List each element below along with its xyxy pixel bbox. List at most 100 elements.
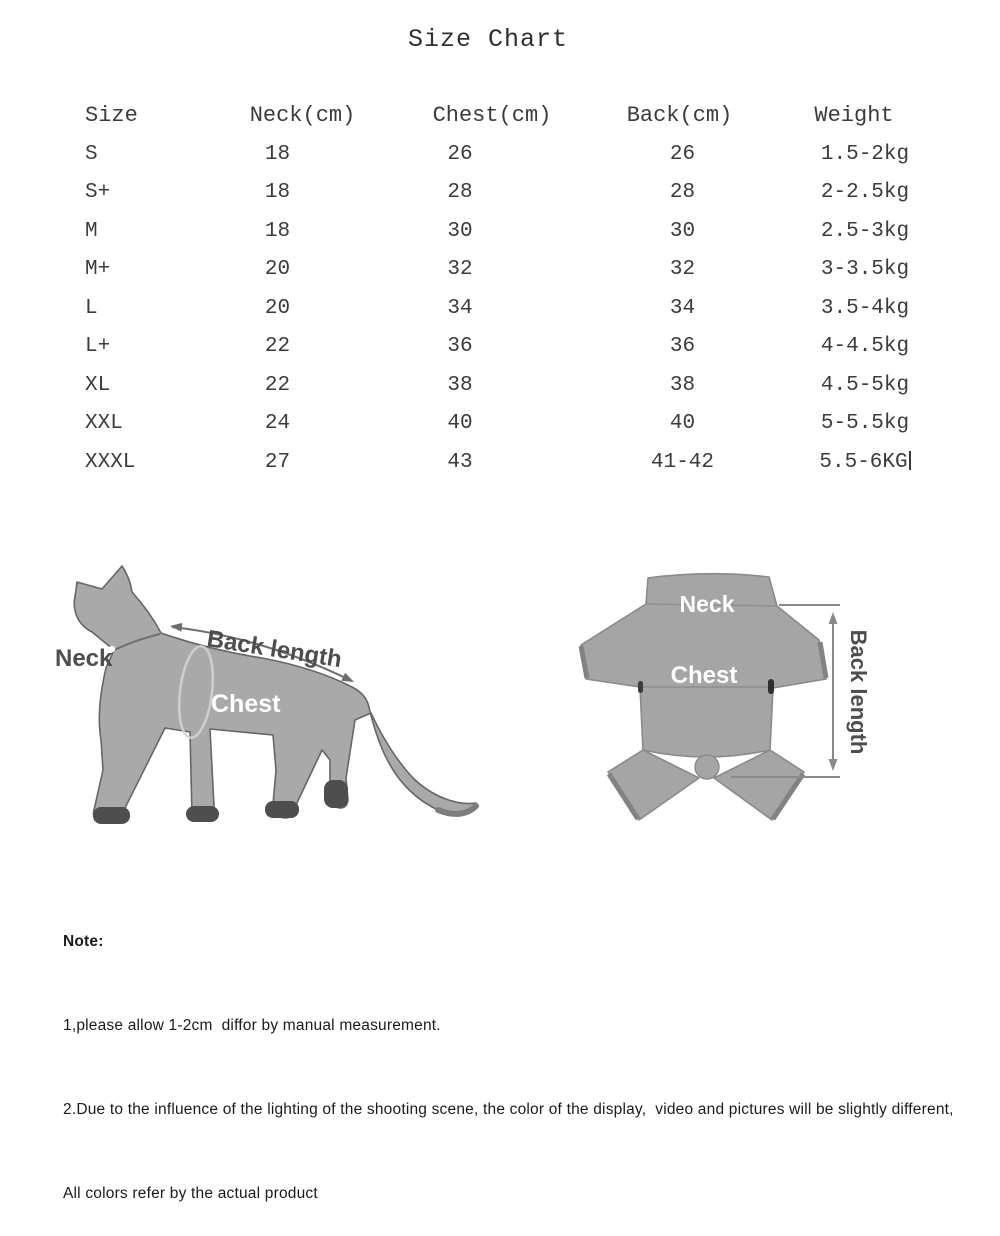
garment-cuff-left-leg bbox=[606, 772, 641, 821]
arrowhead-up-icon bbox=[828, 612, 838, 624]
cell-size: L+ bbox=[85, 335, 111, 359]
header-back: Back(cm) bbox=[626, 103, 733, 128]
cell-weight: 5.5-6KG bbox=[790, 450, 940, 474]
cell-chest: 28 bbox=[447, 181, 473, 205]
cat-back-length-arrow bbox=[171, 626, 353, 682]
cell-neck: 18 bbox=[264, 142, 291, 166]
cell-size: XXL bbox=[85, 412, 123, 436]
cell-weight: 3-3.5kg bbox=[820, 258, 910, 282]
arrowhead-right-icon bbox=[341, 672, 354, 682]
note-section: Note: 1,please allow 1-2cm diffor by man… bbox=[63, 872, 993, 1236]
cell-weight-text: 5.5-6KG bbox=[819, 450, 908, 474]
cell-chest: 40 bbox=[447, 412, 473, 436]
cell-back: 34 bbox=[669, 296, 696, 320]
cell-weight: 4-4.5kg bbox=[820, 335, 910, 359]
cat-chest-girth-ellipse bbox=[177, 645, 215, 739]
cell-chest: 30 bbox=[447, 219, 473, 243]
garment-cuff-left-sleeve bbox=[578, 645, 590, 679]
cell-size: S+ bbox=[85, 181, 111, 205]
garment-collar-seam bbox=[645, 603, 778, 607]
table-row: L 20 34 34 3.5-4kg bbox=[60, 289, 940, 328]
cell-weight: 5-5.5kg bbox=[820, 412, 910, 436]
cell-chest: 32 bbox=[447, 258, 473, 282]
note-line: 1,please allow 1-2cm diffor by manual me… bbox=[63, 1017, 441, 1034]
garment-crotch-notch bbox=[694, 754, 720, 780]
cat-paw-hind-far bbox=[324, 780, 348, 808]
size-chart-page: { "title": "Size Chart", "table": { "hea… bbox=[55, 25, 954, 1202]
cell-back: 38 bbox=[669, 373, 696, 397]
garment-cuff-right-sleeve bbox=[817, 641, 829, 679]
cell-back: 32 bbox=[669, 258, 696, 282]
note-line: 2.Due to the influence of the lighting o… bbox=[63, 1101, 954, 1118]
cell-chest: 43 bbox=[447, 450, 473, 474]
table-row: M 18 30 30 2.5-3kg bbox=[60, 212, 940, 251]
cell-back: 28 bbox=[669, 181, 696, 205]
cat-paw-front-far bbox=[186, 806, 219, 822]
measurement-diagrams: Neck Back length Chest Neck Chest Back l bbox=[55, 565, 871, 824]
garment-right-leg bbox=[713, 749, 805, 821]
header-size: Size bbox=[85, 103, 138, 128]
cat-paw-hind-near bbox=[265, 801, 299, 818]
cell-size: XXXL bbox=[85, 450, 136, 474]
cell-chest: 36 bbox=[447, 335, 473, 359]
cell-chest: 38 bbox=[447, 373, 473, 397]
cell-back: 40 bbox=[669, 412, 696, 436]
cell-neck: 18 bbox=[264, 181, 291, 205]
garment-chest-dot-right bbox=[768, 679, 774, 694]
cat-paw-front-near bbox=[93, 807, 130, 824]
table-row: M+ 20 32 32 3-3.5kg bbox=[60, 251, 940, 290]
garment-neck-label: Neck bbox=[680, 591, 735, 617]
header-weight: Weight bbox=[814, 103, 894, 128]
cat-tail-tip bbox=[435, 803, 479, 817]
cell-neck: 24 bbox=[264, 412, 291, 436]
cat-measurement-diagram: Neck Back length Chest bbox=[55, 565, 479, 824]
cat-neck-measure-line bbox=[111, 633, 161, 652]
garment-measurement-diagram: Neck Chest Back length bbox=[578, 572, 871, 821]
header-neck: Neck(cm) bbox=[249, 103, 356, 128]
cell-back: 30 bbox=[669, 219, 696, 243]
table-row: XL 22 38 38 4.5-5kg bbox=[60, 366, 940, 405]
table-row: L+ 22 36 36 4-4.5kg bbox=[60, 328, 940, 367]
header-chest: Chest(cm) bbox=[432, 103, 552, 128]
cell-back: 41-42 bbox=[650, 450, 714, 474]
cell-weight: 2.5-3kg bbox=[820, 219, 910, 243]
arrowhead-left-icon bbox=[170, 622, 183, 632]
cell-size: M+ bbox=[85, 258, 111, 282]
cell-weight: 4.5-5kg bbox=[820, 373, 910, 397]
page-title: Size Chart bbox=[407, 25, 569, 54]
cell-back: 26 bbox=[669, 142, 696, 166]
size-table: Size Neck(cm) Chest(cm) Back(cm) Weight … bbox=[60, 96, 940, 482]
cell-chest: 26 bbox=[447, 142, 473, 166]
text-cursor bbox=[908, 450, 911, 470]
cell-size: L bbox=[85, 296, 98, 320]
cell-chest: 34 bbox=[447, 296, 473, 320]
cell-neck: 18 bbox=[264, 219, 291, 243]
cell-size: S bbox=[85, 142, 98, 166]
cell-neck: 22 bbox=[264, 335, 291, 359]
cell-size: XL bbox=[85, 373, 111, 397]
cell-size: M bbox=[85, 219, 98, 243]
table-row: S+ 18 28 28 2-2.5kg bbox=[60, 174, 940, 213]
note-line: All colors refer by the actual product bbox=[63, 1185, 318, 1202]
table-header-row: Size Neck(cm) Chest(cm) Back(cm) Weight bbox=[60, 96, 940, 135]
table-row: XXL 24 40 40 5-5.5kg bbox=[60, 405, 940, 444]
table-row: XXXL 27 43 41-42 5.5-6KG bbox=[60, 443, 940, 482]
garment-cuff-right-leg bbox=[770, 772, 806, 821]
cell-neck: 20 bbox=[264, 296, 291, 320]
cat-chest-label: Chest bbox=[211, 690, 281, 718]
cell-weight: 3.5-4kg bbox=[820, 296, 910, 320]
cell-weight: 2-2.5kg bbox=[820, 181, 910, 205]
cell-weight: 1.5-2kg bbox=[820, 142, 910, 166]
table-row: S 18 26 26 1.5-2kg bbox=[60, 135, 940, 174]
cell-back: 36 bbox=[669, 335, 696, 359]
garment-chest-label: Chest bbox=[671, 662, 738, 689]
garment-back-length-label: Back length bbox=[846, 630, 871, 755]
cat-neck-dot bbox=[108, 645, 116, 653]
cat-neck-label: Neck bbox=[55, 645, 113, 672]
arrowhead-down-icon bbox=[828, 759, 838, 771]
note-heading: Note: bbox=[63, 933, 104, 950]
garment-chest-dot-left bbox=[638, 681, 643, 693]
cell-neck: 27 bbox=[264, 450, 291, 474]
garment-left-leg bbox=[607, 749, 700, 821]
cell-neck: 20 bbox=[264, 258, 291, 282]
